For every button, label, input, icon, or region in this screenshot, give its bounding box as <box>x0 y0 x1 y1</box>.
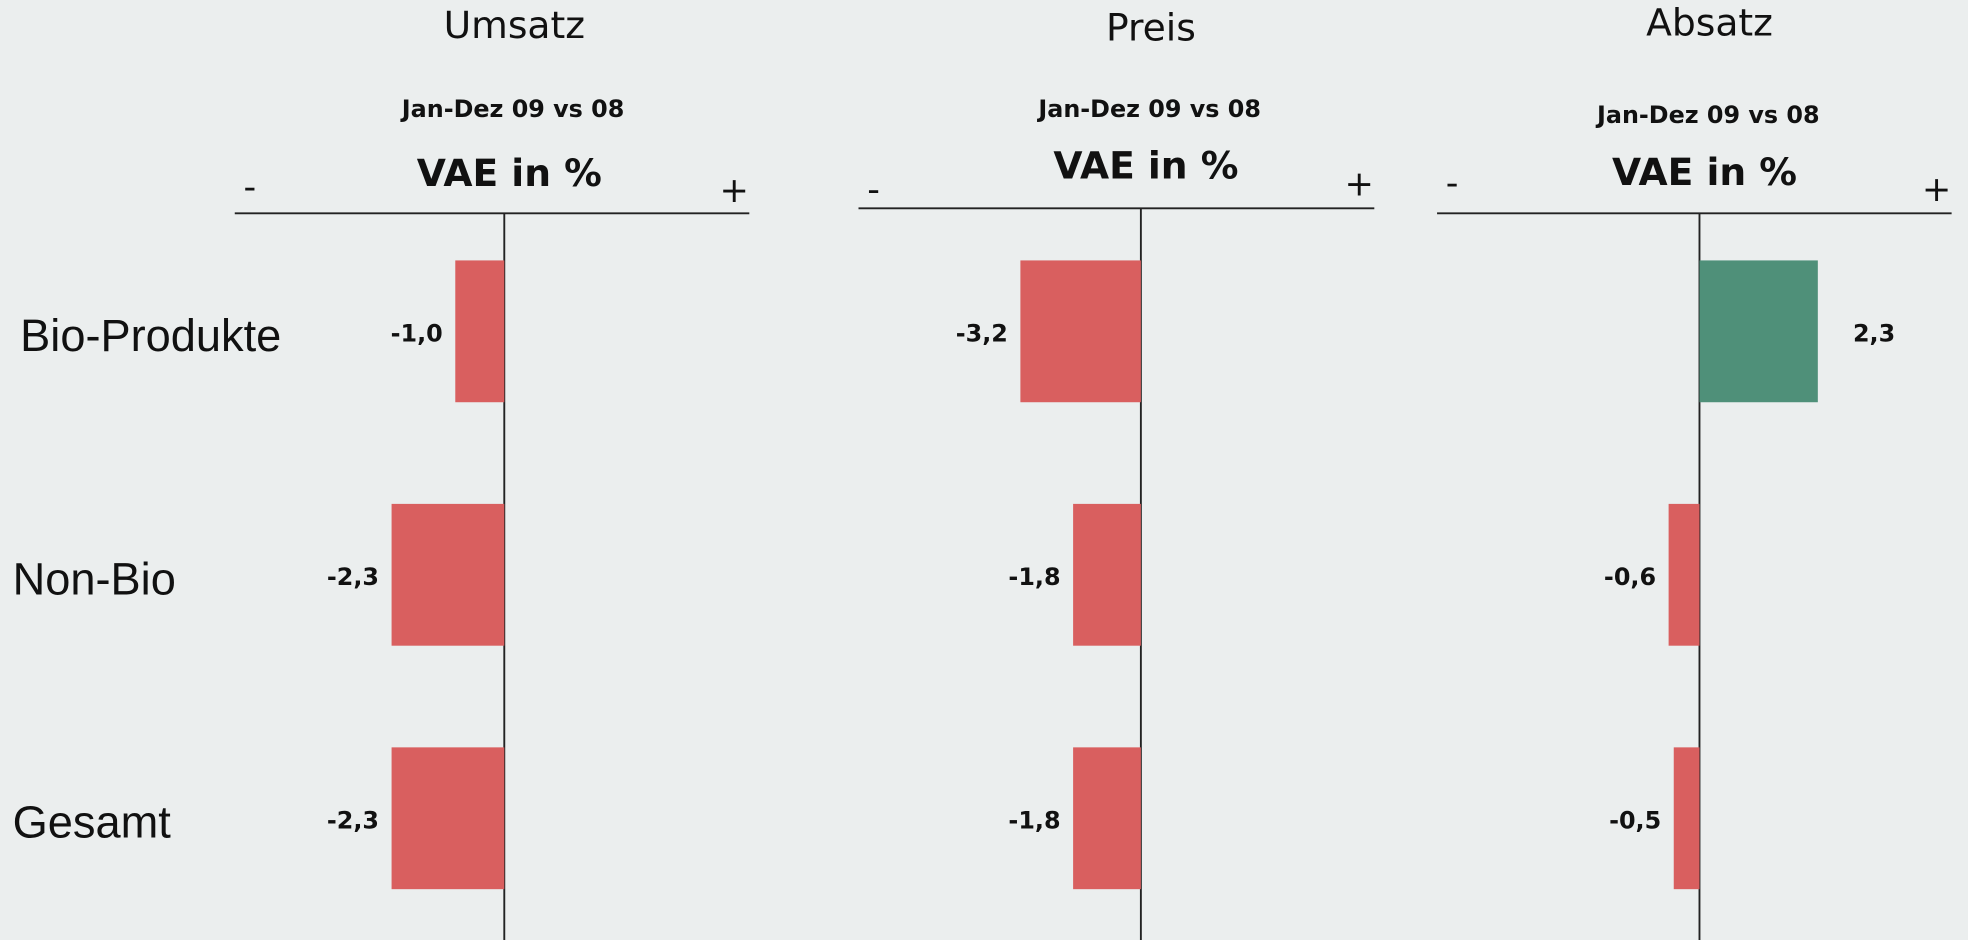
minus-label: - <box>243 166 256 207</box>
value-label: 2,3 <box>1853 320 1895 348</box>
axis-label: VAE in % <box>1053 144 1238 188</box>
bar <box>1699 260 1818 403</box>
bar <box>1020 260 1141 403</box>
plus-label: + <box>1345 164 1374 205</box>
minus-label: - <box>867 169 880 210</box>
value-label: -1,8 <box>1008 807 1060 835</box>
value-label: -0,6 <box>1604 563 1656 591</box>
bar <box>1073 503 1141 646</box>
value-label: -3,2 <box>956 320 1008 348</box>
panel-title: Preis <box>1106 6 1196 50</box>
axis-label: VAE in % <box>1612 150 1797 194</box>
axis-label: VAE in % <box>417 151 602 195</box>
plus-label: + <box>1922 169 1951 210</box>
category-label: Bio-Produkte <box>20 310 281 361</box>
minus-label: - <box>1446 162 1459 203</box>
category-label: Non-Bio <box>13 553 176 604</box>
plus-label: + <box>720 170 749 211</box>
bar <box>455 260 505 403</box>
value-label: -2,3 <box>327 563 379 591</box>
bar <box>391 503 505 646</box>
bar <box>1673 747 1700 890</box>
bar <box>1668 503 1700 646</box>
category-label: Gesamt <box>13 797 172 848</box>
panel-title: Absatz <box>1646 1 1773 45</box>
panel-subtitle: Jan-Dez 09 vs 08 <box>400 95 625 123</box>
bar <box>1073 747 1141 890</box>
panel-subtitle: Jan-Dez 09 vs 08 <box>1595 101 1820 129</box>
value-label: -1,8 <box>1008 563 1060 591</box>
panel-subtitle: Jan-Dez 09 vs 08 <box>1036 95 1261 123</box>
value-label: -1,0 <box>391 320 443 348</box>
panel-title: Umsatz <box>444 3 585 47</box>
value-label: -0,5 <box>1609 807 1661 835</box>
value-label: -2,3 <box>327 807 379 835</box>
bar <box>391 747 505 890</box>
